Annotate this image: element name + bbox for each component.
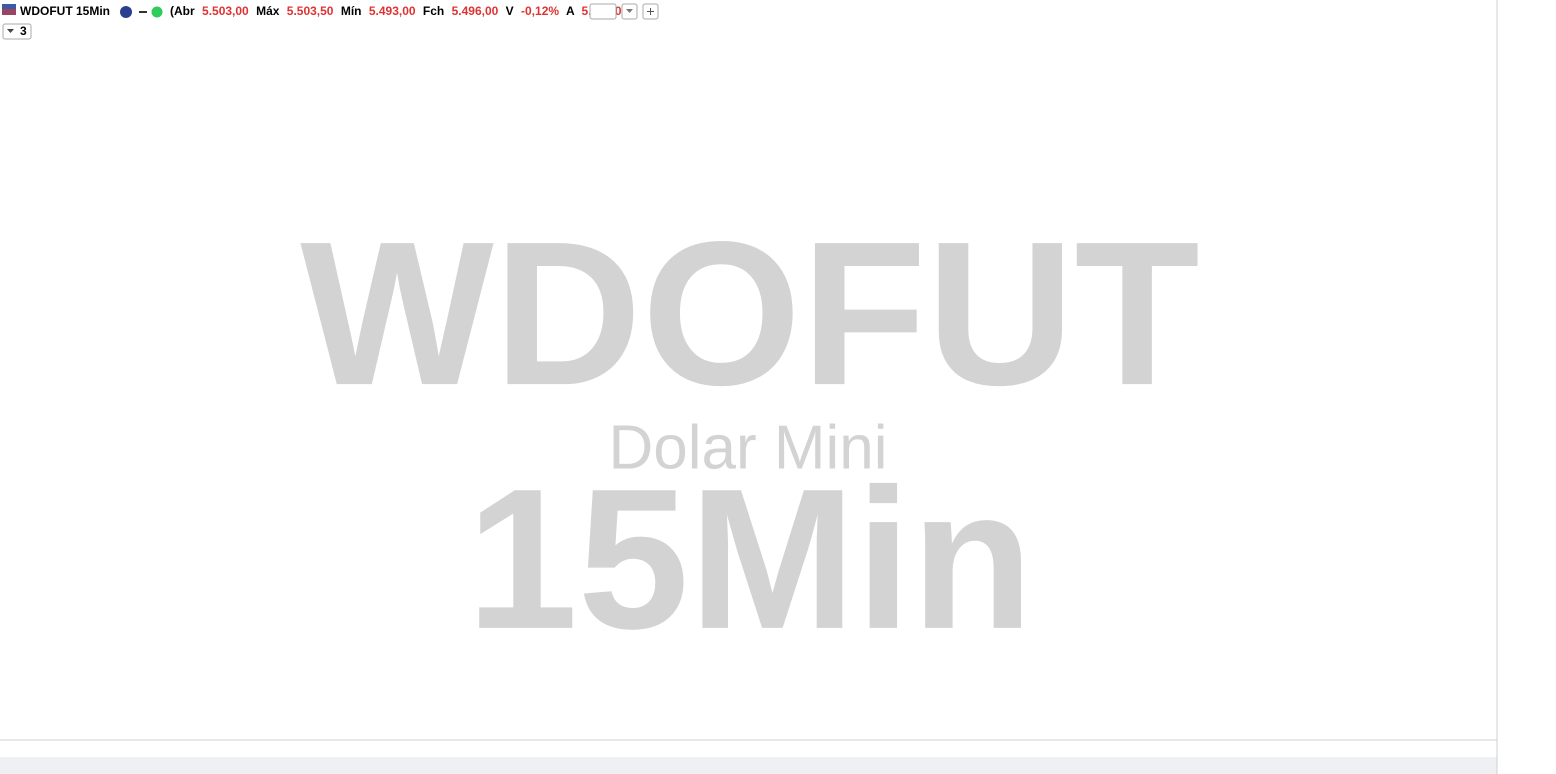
ohlc-line: (Abr 5.503,00 Máx 5.503,50 Mín 5.493,00 … bbox=[170, 4, 632, 18]
value: 5.493,00 bbox=[369, 4, 416, 18]
label: Fch bbox=[423, 4, 444, 18]
flag-icon bbox=[2, 9, 16, 15]
label: (Abr bbox=[170, 4, 195, 18]
time-axis bbox=[0, 740, 1497, 757]
plus-icon bbox=[647, 8, 654, 15]
watermark: WDOFUT Dolar Mini 15Min bbox=[300, 199, 1199, 671]
label: Mín bbox=[341, 4, 362, 18]
watermark-text: WDOFUT bbox=[300, 199, 1199, 428]
status-icon bbox=[120, 6, 132, 18]
value: 5.503,50 bbox=[287, 4, 334, 18]
label: V bbox=[506, 4, 514, 18]
indicator-count: 3 bbox=[20, 24, 27, 38]
watermark-text: 15Min bbox=[467, 448, 1034, 671]
arrow-icon bbox=[7, 29, 14, 33]
value: -0,12% bbox=[521, 4, 559, 18]
symbol: WDOFUT 15Min bbox=[20, 4, 110, 18]
header: WDOFUT 15Min (Abr 5.503,00 Máx 5.503,50 … bbox=[2, 3, 659, 40]
value: 5.496,00 bbox=[452, 4, 499, 18]
value: 5.503,00 bbox=[202, 4, 249, 18]
indicator-button[interactable] bbox=[2, 23, 32, 40]
button[interactable] bbox=[589, 3, 617, 20]
label: Máx bbox=[256, 4, 280, 18]
arrow-icon bbox=[626, 9, 633, 13]
watermark-text: Dolar Mini bbox=[608, 413, 887, 482]
date-bar bbox=[0, 757, 1497, 774]
toolbar bbox=[589, 3, 659, 20]
label: A bbox=[566, 4, 575, 18]
status-icon bbox=[151, 6, 163, 18]
